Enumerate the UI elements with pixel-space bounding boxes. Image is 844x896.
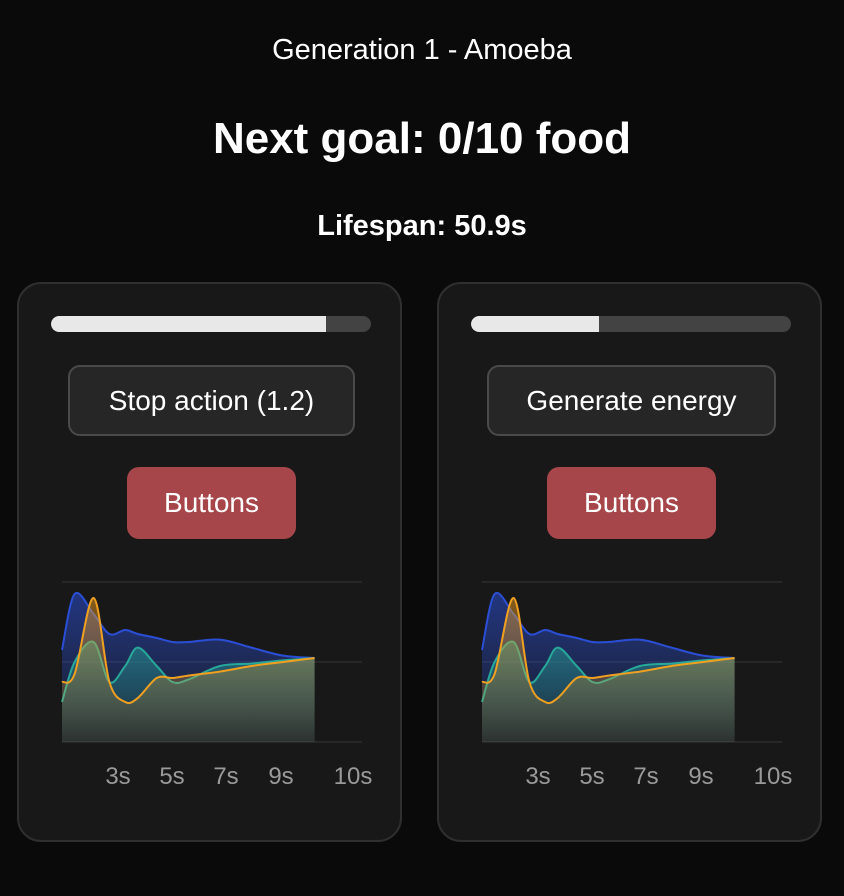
x-tick-label: 3s bbox=[525, 763, 551, 790]
x-tick-label: 5s bbox=[579, 763, 605, 790]
series-line-teal bbox=[481, 640, 735, 703]
next-goal-heading: Next goal: 0/10 food bbox=[212, 114, 632, 163]
action-card-stop: Stop action (1.2) Buttons 3s 5s 7s 9s 10… bbox=[17, 282, 402, 842]
series-line-blue bbox=[61, 591, 315, 659]
generation-title: Generation 1 - Amoeba bbox=[272, 34, 572, 66]
progress-bar bbox=[471, 316, 791, 332]
series-area-orange bbox=[482, 597, 735, 742]
series-line-blue bbox=[481, 591, 735, 659]
series-area-teal bbox=[62, 641, 315, 742]
progress-bar bbox=[51, 316, 371, 332]
lifespan-label: Lifespan: 50.9s bbox=[317, 210, 527, 242]
series-area-teal bbox=[482, 641, 735, 742]
progress-fill bbox=[471, 316, 599, 332]
x-tick-label: 7s bbox=[633, 763, 659, 790]
stop-action-button[interactable]: Stop action (1.2) bbox=[68, 365, 355, 436]
x-tick-label: 5s bbox=[159, 763, 185, 790]
x-tick-label: 10s bbox=[333, 763, 373, 790]
generate-energy-button[interactable]: Generate energy bbox=[487, 365, 776, 436]
buttons-button[interactable]: Buttons bbox=[547, 467, 716, 539]
x-tick-label: 3s bbox=[105, 763, 131, 790]
x-tick-label: 10s bbox=[753, 763, 793, 790]
progress-fill bbox=[51, 316, 327, 332]
action-card-generate: Generate energy Buttons 3s 5s 7s 9s 10s bbox=[437, 282, 822, 842]
x-tick-label: 7s bbox=[213, 763, 239, 790]
series-area-orange bbox=[62, 597, 315, 742]
series-line-teal bbox=[61, 640, 315, 703]
series-area-blue bbox=[482, 592, 735, 742]
x-tick-label: 9s bbox=[688, 763, 714, 790]
series-area-blue bbox=[62, 592, 315, 742]
x-tick-label: 9s bbox=[268, 763, 294, 790]
series-line-orange bbox=[61, 596, 315, 705]
buttons-button[interactable]: Buttons bbox=[127, 467, 296, 539]
series-line-orange bbox=[481, 596, 735, 705]
